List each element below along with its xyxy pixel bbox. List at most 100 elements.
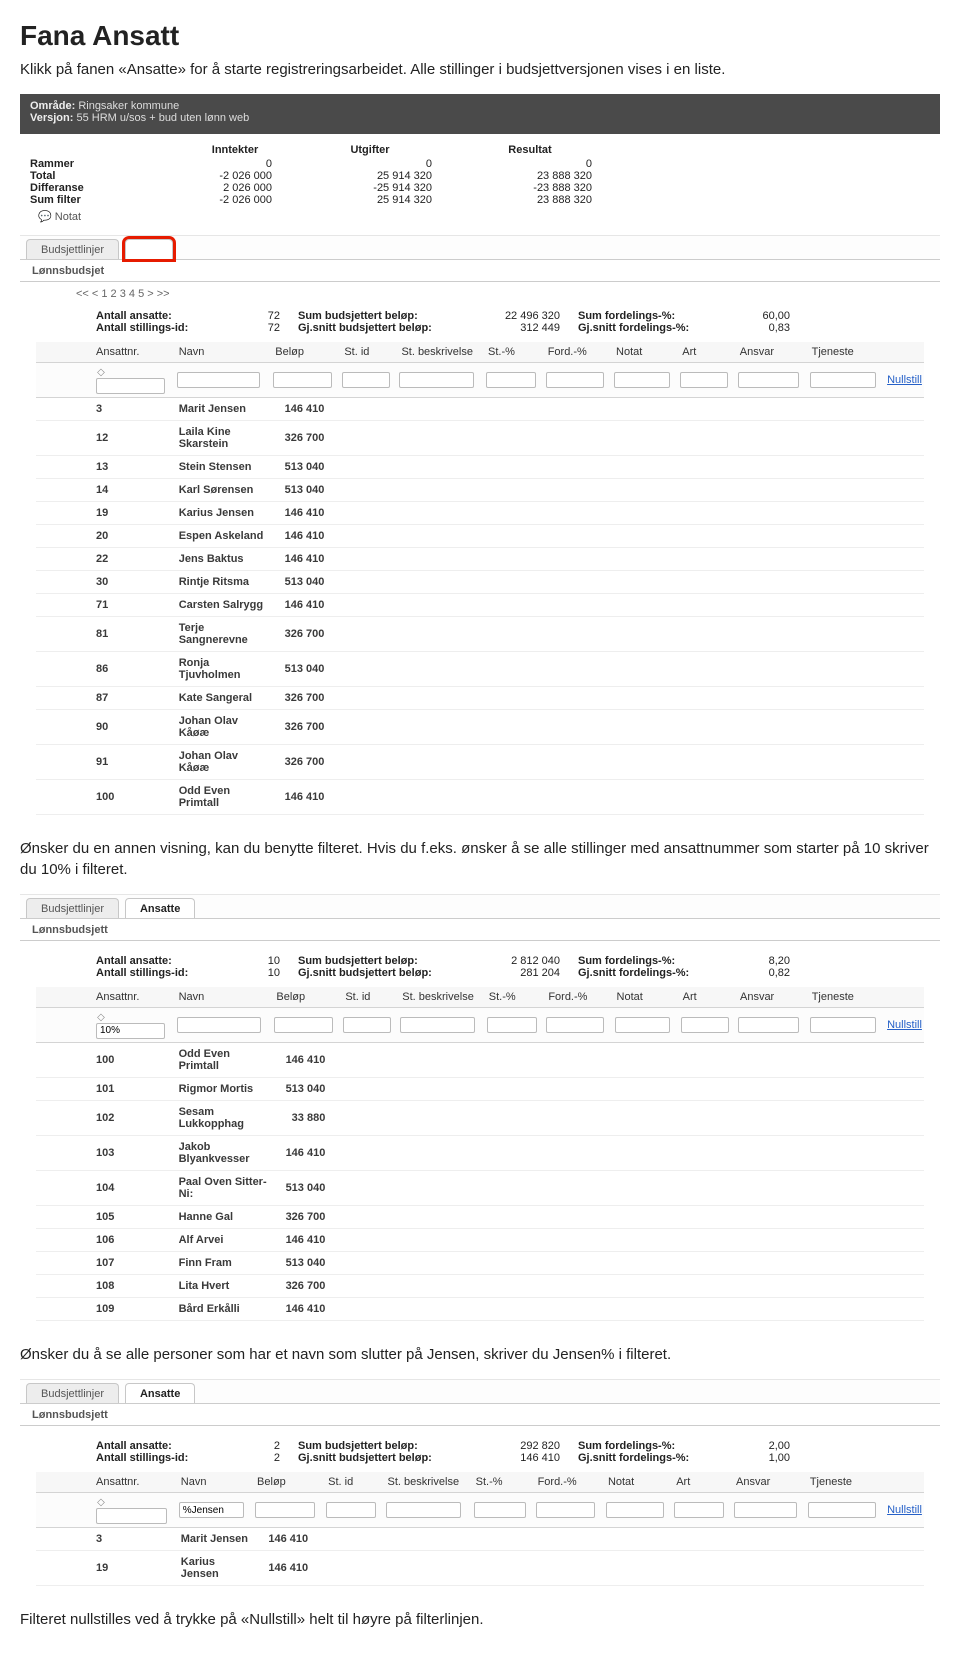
table-row[interactable]: 101Rigmor Mortis513 040 xyxy=(36,1077,924,1100)
filter-stpct[interactable] xyxy=(474,1502,526,1518)
col-ansattnr[interactable]: Ansattnr. xyxy=(36,342,175,363)
tab-budsjettlinjer[interactable]: Budsjettlinjer xyxy=(26,239,119,259)
filter-notat[interactable] xyxy=(614,372,670,388)
col-ansattnr[interactable]: Ansattnr. xyxy=(36,1472,177,1493)
filter-fordpct[interactable] xyxy=(546,1017,604,1033)
tab-budsjettlinjer[interactable]: Budsjettlinjer xyxy=(26,898,119,918)
col-fordpct[interactable]: Ford.-% xyxy=(544,342,612,363)
notat-link[interactable]: 💬 Notat xyxy=(30,206,930,225)
pager[interactable]: << < 1 2 3 4 5 > >> xyxy=(36,282,924,308)
col-stbesk[interactable]: St. beskrivelse xyxy=(397,342,484,363)
filter-stbesk[interactable] xyxy=(386,1502,462,1518)
table-row[interactable]: 71Carsten Salrygg146 410 xyxy=(36,594,924,617)
col-art[interactable]: Art xyxy=(679,987,736,1008)
filter-ansattnr[interactable] xyxy=(96,378,165,394)
nullstill-link[interactable]: Nullstill xyxy=(887,1019,922,1031)
col-stpct[interactable]: St.-% xyxy=(472,1472,534,1493)
table-row[interactable]: 109Bård Erkålli146 410 xyxy=(36,1297,924,1320)
col-notat[interactable]: Notat xyxy=(604,1472,672,1493)
filter-belop[interactable] xyxy=(255,1502,315,1518)
table-row[interactable]: 107Finn Fram513 040 xyxy=(36,1251,924,1274)
col-navn[interactable]: Navn xyxy=(177,1472,253,1493)
col-stpct[interactable]: St.-% xyxy=(485,987,545,1008)
filter-ansattnr[interactable] xyxy=(96,1023,165,1039)
filter-stpct[interactable] xyxy=(486,372,536,388)
col-belop[interactable]: Beløp xyxy=(272,987,341,1008)
table-row[interactable]: 19Karius Jensen146 410 xyxy=(36,1551,924,1586)
col-stid[interactable]: St. id xyxy=(340,342,397,363)
filter-navn[interactable] xyxy=(177,1017,261,1033)
table-row[interactable]: 87Kate Sangeral326 700 xyxy=(36,687,924,710)
filter-belop[interactable] xyxy=(273,372,332,388)
table-row[interactable]: 104Paal Oven Sitter-Ni:513 040 xyxy=(36,1170,924,1205)
table-row[interactable]: 108Lita Hvert326 700 xyxy=(36,1274,924,1297)
filter-tjeneste[interactable] xyxy=(810,372,876,388)
col-stid[interactable]: St. id xyxy=(341,987,398,1008)
table-row[interactable]: 106Alf Arvei146 410 xyxy=(36,1228,924,1251)
col-belop[interactable]: Beløp xyxy=(253,1472,324,1493)
filter-belop[interactable] xyxy=(274,1017,332,1033)
col-navn[interactable]: Navn xyxy=(175,987,273,1008)
tab-ansatte[interactable]: Ansatte xyxy=(125,1383,195,1403)
col-stbesk[interactable]: St. beskrivelse xyxy=(398,987,484,1008)
filter-tjeneste[interactable] xyxy=(810,1017,876,1033)
table-row[interactable]: 81Terje Sangnerevne326 700 xyxy=(36,617,924,652)
col-notat[interactable]: Notat xyxy=(613,987,679,1008)
col-ansvar[interactable]: Ansvar xyxy=(736,987,808,1008)
filter-art[interactable] xyxy=(674,1502,724,1518)
filter-fordpct[interactable] xyxy=(536,1502,596,1518)
col-navn[interactable]: Navn xyxy=(175,342,272,363)
table-row[interactable]: 100Odd Even Primtall146 410 xyxy=(36,780,924,815)
filter-navn[interactable] xyxy=(179,1502,244,1518)
table-row[interactable]: 90Johan Olav Kåøæ326 700 xyxy=(36,710,924,745)
col-tjeneste[interactable]: Tjeneste xyxy=(806,1472,885,1493)
filter-stid[interactable] xyxy=(326,1502,376,1518)
table-row[interactable]: 30Rintje Ritsma513 040 xyxy=(36,571,924,594)
filter-tjeneste[interactable] xyxy=(808,1502,876,1518)
table-row[interactable]: 100Odd Even Primtall146 410 xyxy=(36,1042,924,1077)
tab-ansatte[interactable]: Ansatte xyxy=(125,898,195,918)
filter-art[interactable] xyxy=(681,1017,729,1033)
filter-ansvar[interactable] xyxy=(734,1502,797,1518)
filter-art[interactable] xyxy=(680,372,728,388)
filter-stbesk[interactable] xyxy=(400,1017,474,1033)
filter-stid[interactable] xyxy=(342,372,390,388)
col-fordpct[interactable]: Ford.-% xyxy=(534,1472,604,1493)
nullstill-link[interactable]: Nullstill xyxy=(887,1504,922,1516)
table-row[interactable]: 102Sesam Lukkopphag33 880 xyxy=(36,1100,924,1135)
sort-icon[interactable]: ◇ xyxy=(96,1015,106,1021)
filter-stid[interactable] xyxy=(343,1017,391,1033)
table-row[interactable]: 3Marit Jensen146 410 xyxy=(36,1528,924,1551)
col-notat[interactable]: Notat xyxy=(612,342,678,363)
col-ansattnr[interactable]: Ansattnr. xyxy=(36,987,175,1008)
filter-ansvar[interactable] xyxy=(738,1017,799,1033)
table-row[interactable]: 3Marit Jensen146 410 xyxy=(36,398,924,421)
filter-fordpct[interactable] xyxy=(546,372,604,388)
col-stid[interactable]: St. id xyxy=(324,1472,383,1493)
col-art[interactable]: Art xyxy=(672,1472,732,1493)
col-stbesk[interactable]: St. beskrivelse xyxy=(384,1472,472,1493)
col-art[interactable]: Art xyxy=(678,342,736,363)
col-fordpct[interactable]: Ford.-% xyxy=(544,987,612,1008)
table-row[interactable]: 91Johan Olav Kåøæ326 700 xyxy=(36,745,924,780)
table-row[interactable]: 14Karl Sørensen513 040 xyxy=(36,479,924,502)
tab-budsjettlinjer[interactable]: Budsjettlinjer xyxy=(26,1383,119,1403)
table-row[interactable]: 103Jakob Blyankvesser146 410 xyxy=(36,1135,924,1170)
table-row[interactable]: 19Karius Jensen146 410 xyxy=(36,502,924,525)
filter-notat[interactable] xyxy=(606,1502,664,1518)
table-row[interactable]: 20Espen Askeland146 410 xyxy=(36,525,924,548)
table-row[interactable]: 105Hanne Gal326 700 xyxy=(36,1205,924,1228)
table-row[interactable]: 12Laila Kine Skarstein326 700 xyxy=(36,421,924,456)
filter-stpct[interactable] xyxy=(487,1017,537,1033)
col-belop[interactable]: Beløp xyxy=(271,342,340,363)
col-tjeneste[interactable]: Tjeneste xyxy=(808,987,885,1008)
col-tjeneste[interactable]: Tjeneste xyxy=(808,342,885,363)
filter-ansattnr[interactable] xyxy=(96,1508,167,1524)
sort-icon[interactable]: ◇ xyxy=(96,1500,106,1506)
filter-stbesk[interactable] xyxy=(399,372,473,388)
table-row[interactable]: 22Jens Baktus146 410 xyxy=(36,548,924,571)
filter-notat[interactable] xyxy=(615,1017,671,1033)
filter-ansvar[interactable] xyxy=(738,372,799,388)
col-stpct[interactable]: St.-% xyxy=(484,342,544,363)
table-row[interactable]: 86Ronja Tjuvholmen513 040 xyxy=(36,652,924,687)
